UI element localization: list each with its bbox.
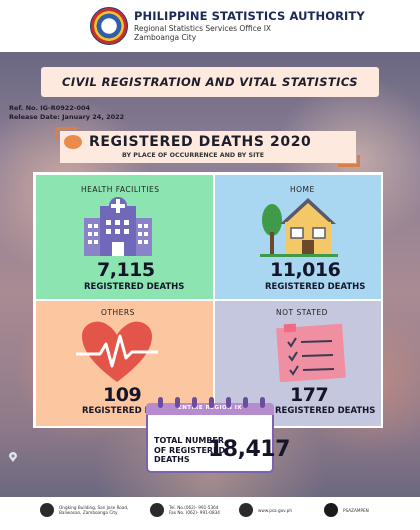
quadrant-value: 7,115 xyxy=(97,259,155,281)
quadrant-label: HOME xyxy=(290,185,315,194)
office-city: Zamboanga City xyxy=(134,33,197,42)
total-label-line: OF REGISTERED xyxy=(154,445,226,455)
quadrant-label: HEALTH FACILITIES xyxy=(81,185,160,194)
quadrant-sublabel: REGISTERED DEATHS xyxy=(265,282,366,292)
banner-title: CIVIL REGISTRATION AND VITAL STATISTICS xyxy=(62,75,358,89)
report-subtitle: BY PLACE OF OCCURRENCE AND BY SITE xyxy=(122,152,265,159)
footer-bar xyxy=(0,497,420,530)
total-region-label: ENTIRE REGION IX xyxy=(177,405,243,411)
phone-icon xyxy=(150,503,164,517)
calendar-ring-icon xyxy=(226,397,231,408)
facebook-icon xyxy=(324,503,338,517)
house-icon xyxy=(260,198,338,257)
footer-address: Ongking Building, San Jose Road, Baliwas… xyxy=(59,505,128,515)
location-icon xyxy=(40,503,54,517)
globe-icon xyxy=(239,503,253,517)
calendar-ring-icon xyxy=(175,397,180,408)
banner-title-bar: CIVIL REGISTRATION AND VITAL STATISTICS xyxy=(41,67,379,97)
calendar-ring-icon xyxy=(209,397,214,408)
checklist-icon xyxy=(276,323,346,382)
office-name: Regional Statistics Services Office IX xyxy=(134,24,272,33)
total-value: 18,417 xyxy=(208,437,290,462)
footer-address-line: Ongking Building, San Jose Road, xyxy=(59,505,129,510)
footer-tel: Tel. No.(062)- 991-5364 xyxy=(169,505,219,510)
footer-fax: Fax No. (062)- 991-0834 xyxy=(169,510,220,515)
quadrant-value: 177 xyxy=(290,384,329,406)
footer-address-line: Baliwasan, Zamboanga City xyxy=(59,510,118,515)
org-name: PHILIPPINE STATISTICS AUTHORITY xyxy=(134,9,365,23)
calendar-ring-icon xyxy=(243,397,248,408)
calendar-ring-icon xyxy=(158,397,163,408)
quadrant-sublabel: REGISTERED DEATHS xyxy=(82,406,183,416)
quadrant-value: 11,016 xyxy=(270,259,341,281)
bullet-icon xyxy=(64,135,82,149)
total-label-line: TOTAL NUMBER xyxy=(154,436,225,445)
quadrant-sublabel: REGISTERED DEATHS xyxy=(275,406,376,416)
footer-website[interactable]: www.psa.gov.ph xyxy=(258,508,292,513)
report-heading-box xyxy=(60,131,356,163)
quadrant-value: 109 xyxy=(103,384,142,406)
reference-number: Ref. No. IG-R0922-004 xyxy=(9,104,91,112)
heading-corner-decoration xyxy=(55,127,77,139)
release-date: Release Date: January 24, 2022 xyxy=(9,113,125,121)
quadrant-sublabel: REGISTERED DEATHS xyxy=(84,282,185,292)
total-label-line: DEATHS xyxy=(154,455,190,464)
calendar-ring-icon xyxy=(192,397,197,408)
psa-logo xyxy=(90,7,128,45)
report-title: REGISTERED DEATHS 2020 xyxy=(89,134,312,150)
quadrant-label: OTHERS xyxy=(101,308,135,317)
heart-icon xyxy=(76,321,158,382)
header-bar: PHILIPPINE STATISTICS AUTHORITY Regional… xyxy=(0,0,420,52)
total-label: TOTAL NUMBER OF REGISTERED DEATHS xyxy=(154,436,225,465)
hospital-icon xyxy=(84,197,152,256)
footer-facebook[interactable]: PSAZAMPEN xyxy=(343,508,369,513)
heading-corner-decoration xyxy=(338,155,360,167)
location-pin-icon xyxy=(9,452,17,462)
quadrant-label: NOT STATED xyxy=(276,308,328,317)
footer-contact: Tel. No.(062)- 991-5364 Fax No. (062)- 9… xyxy=(169,505,220,515)
calendar-ring-icon xyxy=(260,397,265,408)
